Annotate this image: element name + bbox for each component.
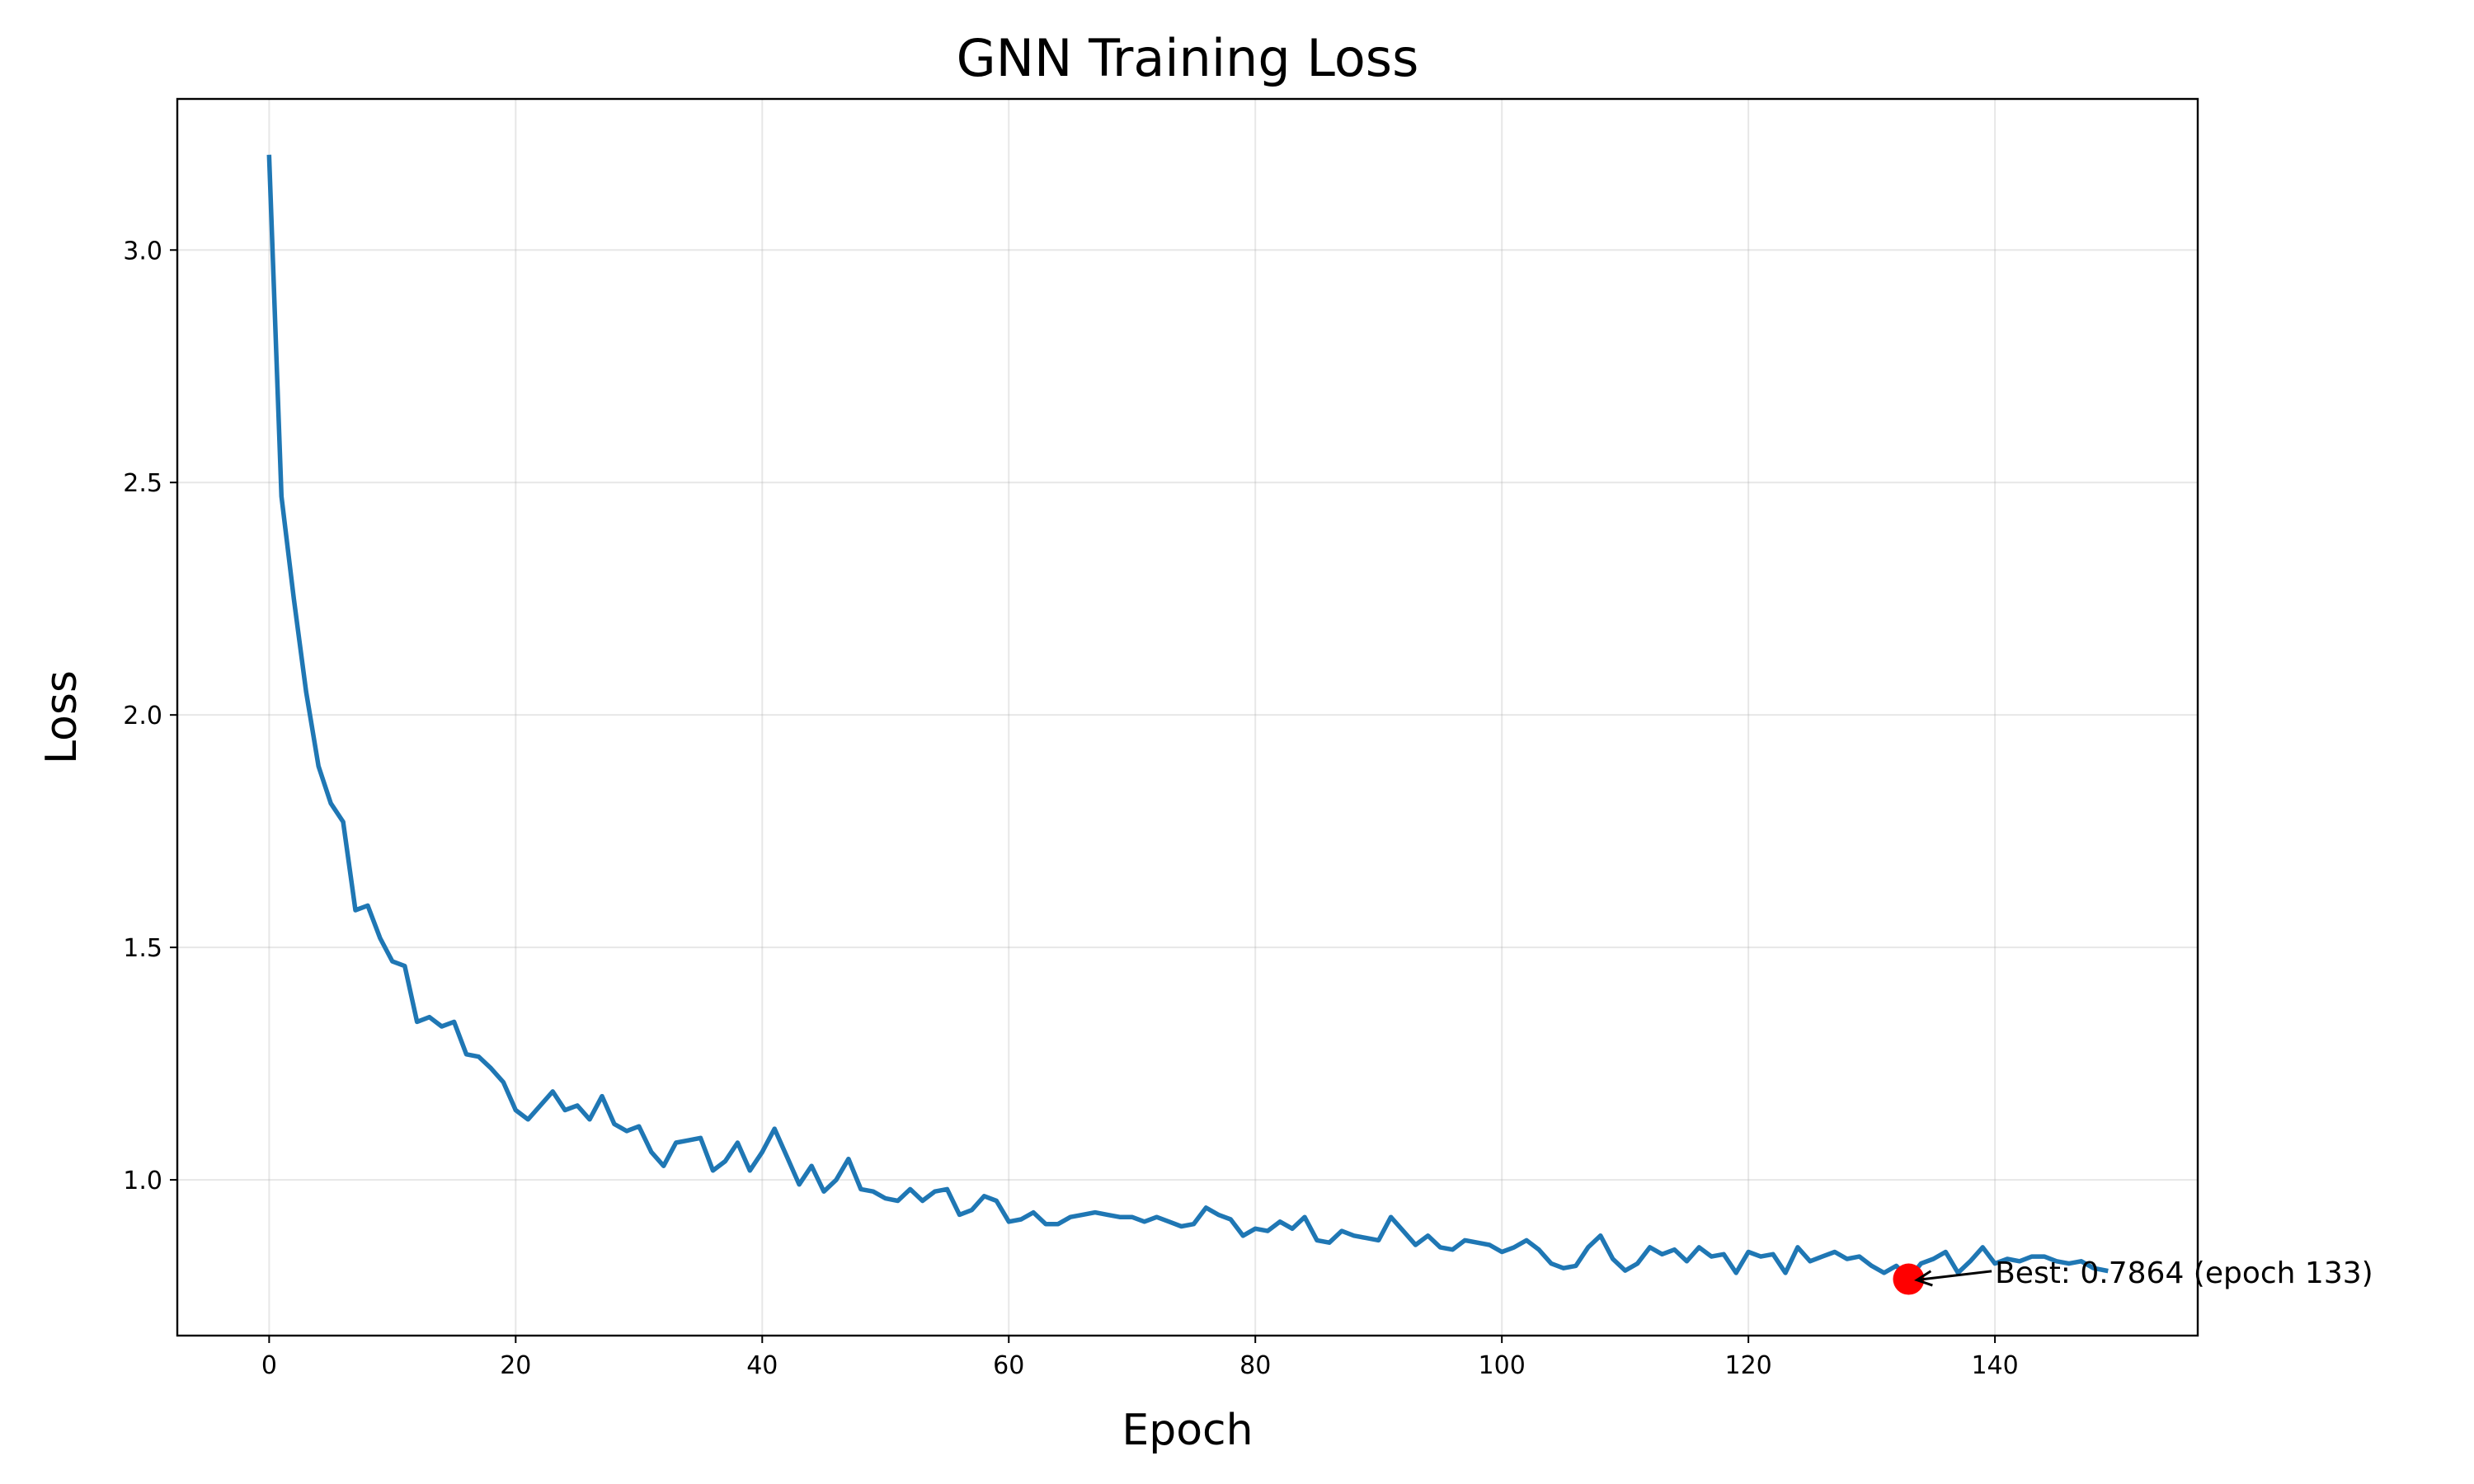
- grid-lines: [177, 99, 2198, 1336]
- x-tick-label: 100: [1479, 1351, 1526, 1380]
- x-tick-label: 40: [746, 1351, 778, 1380]
- y-tick-label: 2.0: [123, 702, 162, 730]
- x-tick-label: 60: [993, 1351, 1024, 1380]
- x-axis-title: Epoch: [1122, 1406, 1253, 1455]
- x-tick-label: 20: [500, 1351, 531, 1380]
- x-axis-ticks: 0 20 40 60 80 100 120 140: [261, 1336, 2019, 1380]
- plot-frame: [176, 97, 2199, 1337]
- chart-title: GNN Training Loss: [957, 28, 1419, 88]
- best-point-marker: [1893, 1263, 1925, 1295]
- y-tick-label: 1.0: [123, 1167, 162, 1195]
- y-axis-title: Loss: [37, 670, 87, 764]
- y-tick-label: 1.5: [123, 934, 162, 963]
- x-tick-label: 80: [1239, 1351, 1271, 1380]
- annotation-arrowhead: [1914, 1270, 1933, 1287]
- annotation-layer: Best: 0.7864 (epoch 133): [1893, 1256, 2373, 1295]
- annotation-arrow: [1917, 1270, 1992, 1282]
- best-annotation-label: Best: 0.7864 (epoch 133): [1995, 1256, 2373, 1290]
- x-tick-label: 140: [1971, 1351, 2018, 1380]
- y-tick-label: 2.5: [123, 469, 162, 498]
- y-tick-label: 3.0: [123, 237, 162, 265]
- x-tick-label: 120: [1725, 1351, 1772, 1380]
- loss-series-line: [266, 154, 2109, 1282]
- y-axis-ticks: 1.0 1.5 2.0 2.5 3.0: [123, 237, 177, 1195]
- series-layer: [266, 154, 2109, 1282]
- x-tick-label: 0: [261, 1351, 277, 1380]
